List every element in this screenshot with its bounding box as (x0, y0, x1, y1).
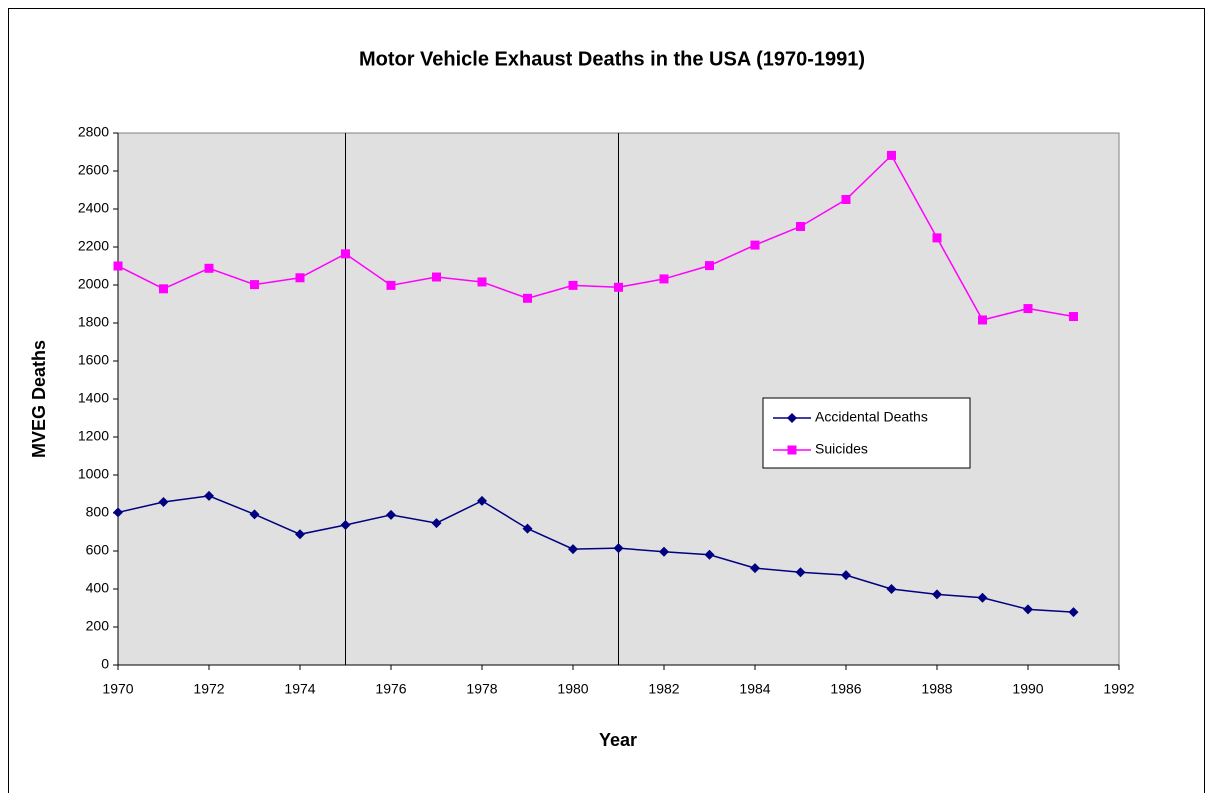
x-tick-label: 1972 (193, 681, 224, 697)
y-tick-label: 200 (86, 618, 110, 634)
data-point (614, 282, 623, 292)
data-point (659, 546, 669, 557)
y-tick-label: 2200 (78, 238, 109, 254)
data-point (250, 280, 259, 290)
y-tick-label: 800 (86, 504, 110, 520)
y-tick-label: 400 (86, 580, 110, 596)
data-point (886, 584, 897, 594)
legend-box (762, 397, 971, 469)
data-point (523, 293, 532, 303)
x-tick-label: 1986 (830, 681, 861, 697)
y-tick-label: 600 (86, 542, 110, 558)
data-point (796, 221, 805, 231)
x-tick-label: 1988 (921, 681, 952, 697)
data-point (386, 509, 396, 520)
y-tick-label: 1200 (78, 428, 109, 444)
data-point (340, 519, 351, 530)
data-point (932, 233, 942, 243)
data-point (750, 563, 760, 574)
data-point (977, 592, 988, 603)
data-point (704, 549, 715, 560)
data-point (477, 495, 487, 506)
data-point (841, 195, 851, 204)
data-point (295, 529, 305, 540)
y-tick-label: 2600 (78, 162, 109, 178)
x-tick-label: 1980 (557, 681, 588, 697)
data-point (978, 315, 987, 325)
x-tick-label: 1976 (375, 681, 406, 697)
legend-marker (787, 413, 797, 423)
data-point (113, 507, 123, 518)
data-point (1069, 312, 1078, 322)
y-tick-label: 2400 (78, 200, 109, 216)
data-point (887, 150, 896, 160)
data-point (795, 567, 806, 578)
data-point (1023, 304, 1033, 314)
y-tick-label: 1000 (78, 466, 109, 482)
data-point (204, 263, 214, 273)
data-point (249, 509, 260, 520)
data-point (841, 570, 851, 581)
data-point (204, 490, 214, 501)
data-point (386, 280, 396, 290)
x-tick-label: 1978 (466, 681, 497, 697)
data-point (295, 273, 305, 283)
y-tick-label: 1800 (78, 314, 109, 330)
x-tick-label: 1970 (102, 681, 133, 697)
y-tick-label: 2800 (78, 124, 109, 140)
data-point (613, 543, 624, 554)
legend-marker (787, 445, 797, 455)
data-point (750, 240, 760, 250)
y-tick-label: 1400 (78, 390, 109, 406)
data-point (568, 544, 578, 555)
y-tick-label: 1600 (78, 352, 109, 368)
data-point (1068, 607, 1079, 618)
data-point (159, 284, 168, 294)
x-axis-label: Year (599, 730, 637, 750)
chart-title: Motor Vehicle Exhaust Deaths in the USA … (359, 48, 865, 70)
x-tick-label: 1992 (1103, 681, 1134, 697)
data-point (522, 523, 533, 534)
data-point (113, 261, 123, 271)
data-point (705, 261, 714, 271)
data-point (158, 496, 169, 507)
series-line (117, 495, 1074, 613)
data-point (431, 518, 442, 529)
legend-label: Accidental Deaths (815, 409, 928, 425)
y-tick-label: 2000 (78, 276, 109, 292)
y-axis-label: MVEG Deaths (29, 340, 49, 458)
legend-label: Suicides (815, 441, 868, 457)
data-point (568, 280, 578, 290)
x-tick-label: 1982 (648, 681, 679, 697)
x-tick-label: 1974 (284, 681, 315, 697)
x-tick-label: 1990 (1012, 681, 1043, 697)
data-point (341, 249, 350, 259)
x-tick-label: 1984 (739, 681, 770, 697)
series-line (117, 154, 1074, 321)
data-point (477, 277, 487, 287)
data-point (932, 589, 942, 600)
data-point (1023, 604, 1033, 615)
data-point (432, 272, 441, 282)
data-point (659, 274, 669, 284)
y-tick-label: 0 (101, 656, 109, 672)
